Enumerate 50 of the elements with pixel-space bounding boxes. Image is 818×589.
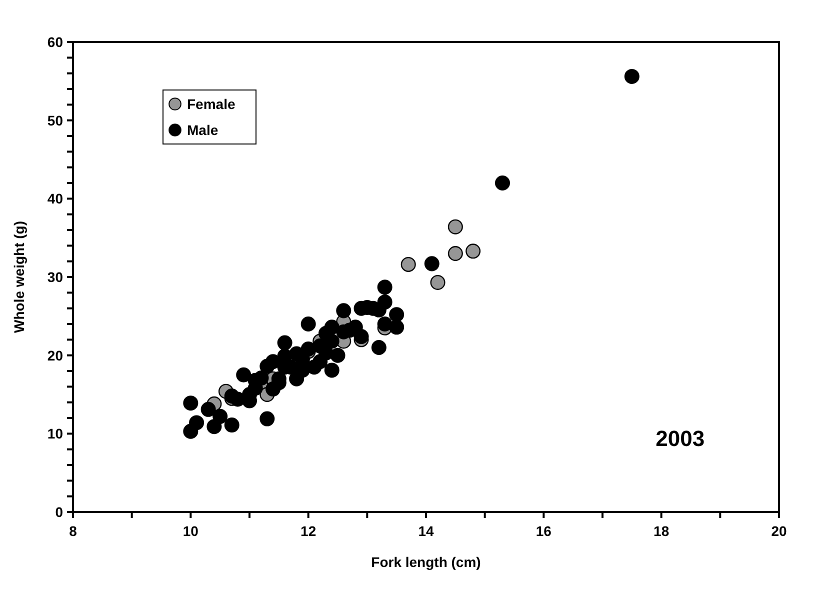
legend-label: Male [187,122,218,138]
point [354,329,369,344]
point [389,320,404,335]
point [324,362,340,378]
point [224,418,240,433]
point [624,68,640,84]
annotation: 2003 [656,426,705,452]
point [377,280,392,295]
y-tick-label: 20 [47,347,64,364]
point [324,334,340,349]
y-tick-label: 10 [47,426,64,442]
point [277,335,292,350]
x-axis-title: Fork length (cm) [371,554,481,570]
x-tick-label: 20 [771,523,787,539]
point [377,316,392,332]
x-tick-label: 12 [300,523,316,539]
point [494,176,510,190]
y-tick-label: 50 [47,112,64,128]
point [377,294,392,310]
point [466,244,481,259]
point [336,303,352,318]
y-tick-label: 60 [47,34,64,50]
point [424,256,440,272]
y-tick-label: 30 [47,269,64,285]
x-tick-label: 8 [69,523,78,539]
x-tick-label: 18 [654,523,670,539]
point [400,256,416,272]
point [254,370,269,386]
legend-label: Female [187,96,236,112]
y-tick-label: 0 [55,504,64,520]
point [300,316,316,332]
point [200,402,216,417]
x-tick-label: 10 [182,523,199,539]
y-tick-label: 40 [47,190,64,207]
point [266,354,281,370]
point [448,246,463,261]
y-axis-title: Whole weight (g) [11,221,27,333]
point [260,411,275,426]
point [448,219,463,234]
point [236,367,252,382]
point [324,320,340,335]
x-tick-label: 14 [418,523,434,539]
point [371,340,386,355]
point [183,396,198,411]
point [212,408,228,424]
point [189,415,204,430]
point [389,307,404,322]
point [330,348,346,363]
point [430,274,446,290]
x-tick-label: 16 [536,523,552,539]
